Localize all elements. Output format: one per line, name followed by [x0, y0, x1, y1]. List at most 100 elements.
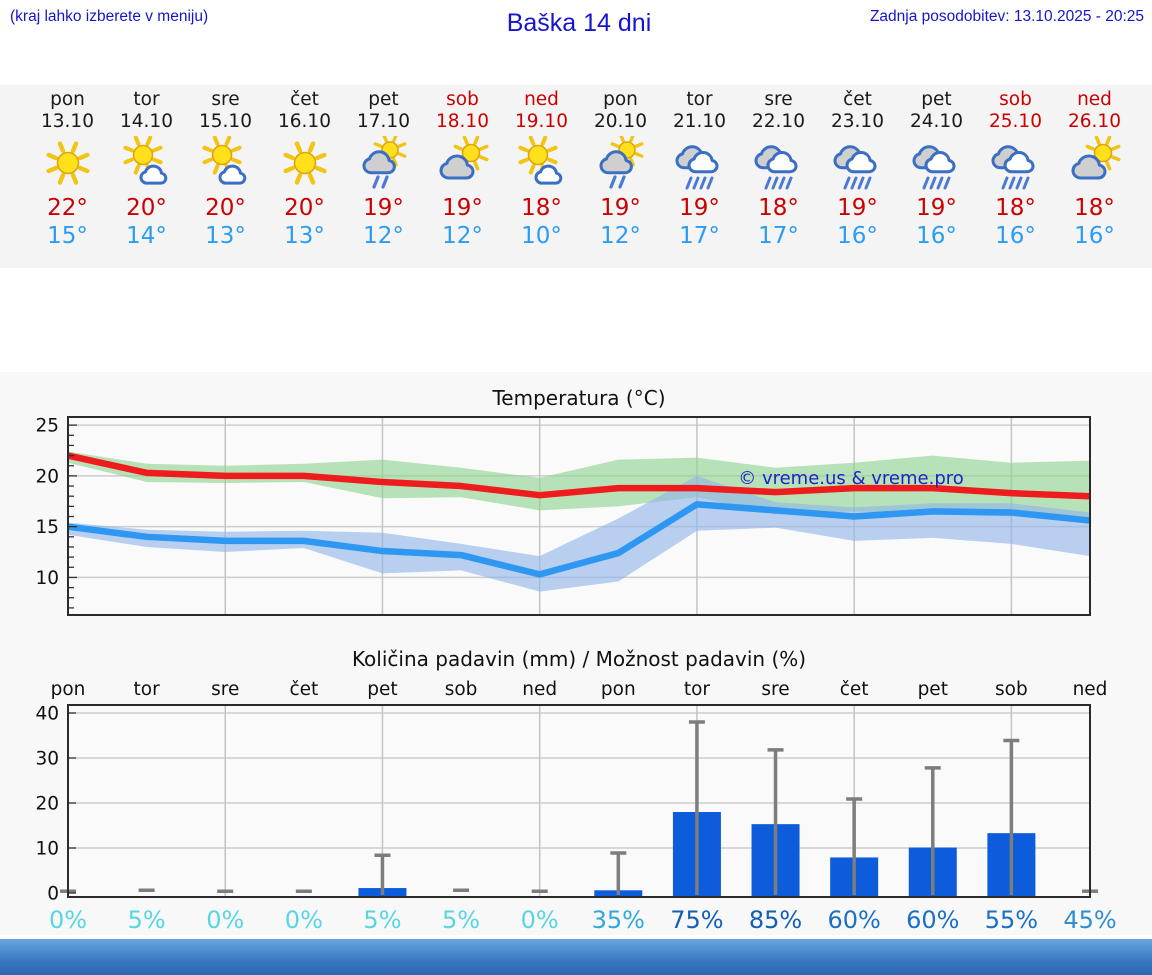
day-name: čet [290, 89, 319, 110]
precipitation-chart-title: Količina padavin (mm) / Možnost padavin … [351, 647, 807, 671]
page-title: Baška 14 dni [506, 9, 652, 37]
min-temperature: 13° [284, 223, 325, 249]
precip-day-label: ned [522, 679, 557, 700]
min-temperature: 16° [837, 223, 878, 249]
precip-probability: 0% [206, 906, 244, 934]
weather-icon-wrap [28, 136, 107, 192]
weather-icon-wrap [423, 136, 502, 192]
precip-day-label: ned [1073, 679, 1108, 700]
day-date: 19.10 [515, 111, 568, 132]
y-tick-label: 40 [35, 704, 59, 725]
precip-day-label: sob [445, 679, 478, 700]
max-temperature: 19° [837, 195, 878, 221]
max-temperature: 18° [995, 195, 1036, 221]
precip-probability: 5% [442, 906, 480, 934]
day-date: 26.10 [1068, 111, 1121, 132]
precip-probability: 60% [906, 906, 959, 934]
y-tick-label: 20 [35, 466, 59, 487]
precip-probability: 55% [985, 906, 1038, 934]
precipitation-chart: pon tor sre čet pet sob ned pon tor sre čet pet sob n… [35, 679, 1116, 934]
precip-probability: 5% [128, 906, 166, 934]
day-column: tor 21.10 19° 17° [660, 89, 739, 268]
precip-probability: 75% [670, 906, 723, 934]
precip-probability: 5% [363, 906, 401, 934]
weather-icon-wrap [186, 136, 265, 192]
day-column: sre 15.10 20° 13° [186, 89, 265, 268]
day-date: 24.10 [910, 111, 963, 132]
partly-sunny-icon [201, 136, 246, 185]
max-temperature: 18° [521, 195, 562, 221]
precip-day-label: pet [367, 679, 397, 700]
min-temperature: 12° [600, 223, 641, 249]
max-temperature: 19° [679, 195, 720, 221]
weather-icon-wrap [265, 136, 344, 192]
day-name: sre [764, 89, 793, 110]
day-name: pon [603, 89, 638, 110]
sun-cloud-icon [1071, 136, 1120, 180]
precip-day-label: sob [995, 679, 1028, 700]
precip-probability: 35% [592, 906, 645, 934]
precip-probability: 0% [49, 906, 87, 934]
day-date: 23.10 [831, 111, 884, 132]
precip-day-label: čet [289, 679, 318, 700]
min-temperature: 16° [916, 223, 957, 249]
max-temperature: 19° [916, 195, 957, 221]
day-column: ned 19.10 18° 10° [502, 89, 581, 268]
day-column: čet 23.10 19° 16° [818, 89, 897, 268]
rain-icon [990, 145, 1034, 190]
rain-icon [674, 145, 718, 190]
precip-day-label: sre [211, 679, 239, 700]
min-temp-line [67, 501, 1091, 578]
temperature-chart-title: Temperatura (°C) [492, 386, 666, 410]
weather-icon-wrap [739, 136, 818, 192]
min-temp-band [68, 475, 1090, 592]
day-name: tor [686, 89, 713, 110]
day-name: pon [50, 89, 85, 110]
precip-day-label: pon [601, 679, 636, 700]
watermark: © vreme.us & vreme.pro [738, 468, 964, 489]
sun-cloud-icon [439, 136, 488, 180]
day-date: 25.10 [989, 111, 1042, 132]
max-temperature: 19° [363, 195, 404, 221]
max-temp-line [67, 452, 1091, 500]
weather-icon-wrap [818, 136, 897, 192]
y-tick-label: 20 [35, 794, 59, 815]
day-date: 21.10 [673, 111, 726, 132]
day-date: 18.10 [436, 111, 489, 132]
day-date: 16.10 [278, 111, 331, 132]
max-temperature: 20° [284, 195, 325, 221]
precip-probability: 85% [749, 906, 802, 934]
min-temperature: 13° [205, 223, 246, 249]
weather-icon-wrap [502, 136, 581, 192]
precip-probability: 0% [285, 906, 323, 934]
rain-icon [753, 145, 797, 190]
day-column: sre 22.10 18° 17° [739, 89, 818, 268]
max-temp-band [68, 451, 1090, 519]
precip-plot-border [67, 704, 1091, 898]
max-temperature: 19° [600, 195, 641, 221]
footer-bar [0, 939, 1152, 975]
y-tick-label: 10 [35, 568, 59, 589]
day-column: pet 24.10 19° 16° [897, 89, 976, 268]
last-updated-label: Zadnja posodobitev: 13.10.2025 - 20:25 [869, 8, 1144, 25]
y-tick-label: 30 [35, 749, 59, 770]
partly-sunny-icon [122, 136, 167, 185]
day-column: ned 26.10 18° 16° [1055, 89, 1134, 268]
min-temperature: 17° [758, 223, 799, 249]
rain-icon [832, 145, 876, 190]
weather-icon-wrap [107, 136, 186, 192]
day-name: čet [843, 89, 872, 110]
min-temperature: 10° [521, 223, 562, 249]
temperature-chart: 10 15 20 25 © vreme.us & vreme.pro [35, 416, 1091, 616]
partly-sunny-icon [517, 136, 562, 185]
day-name: sre [211, 89, 240, 110]
max-temperature: 22° [47, 195, 88, 221]
day-column: čet 16.10 20° 13° [265, 89, 344, 268]
day-name: ned [1077, 89, 1112, 110]
day-date: 22.10 [752, 111, 805, 132]
day-column: tor 14.10 20° 14° [107, 89, 186, 268]
day-name: ned [524, 89, 559, 110]
y-tick-label: 10 [35, 839, 59, 860]
weather-icon-wrap [976, 136, 1055, 192]
